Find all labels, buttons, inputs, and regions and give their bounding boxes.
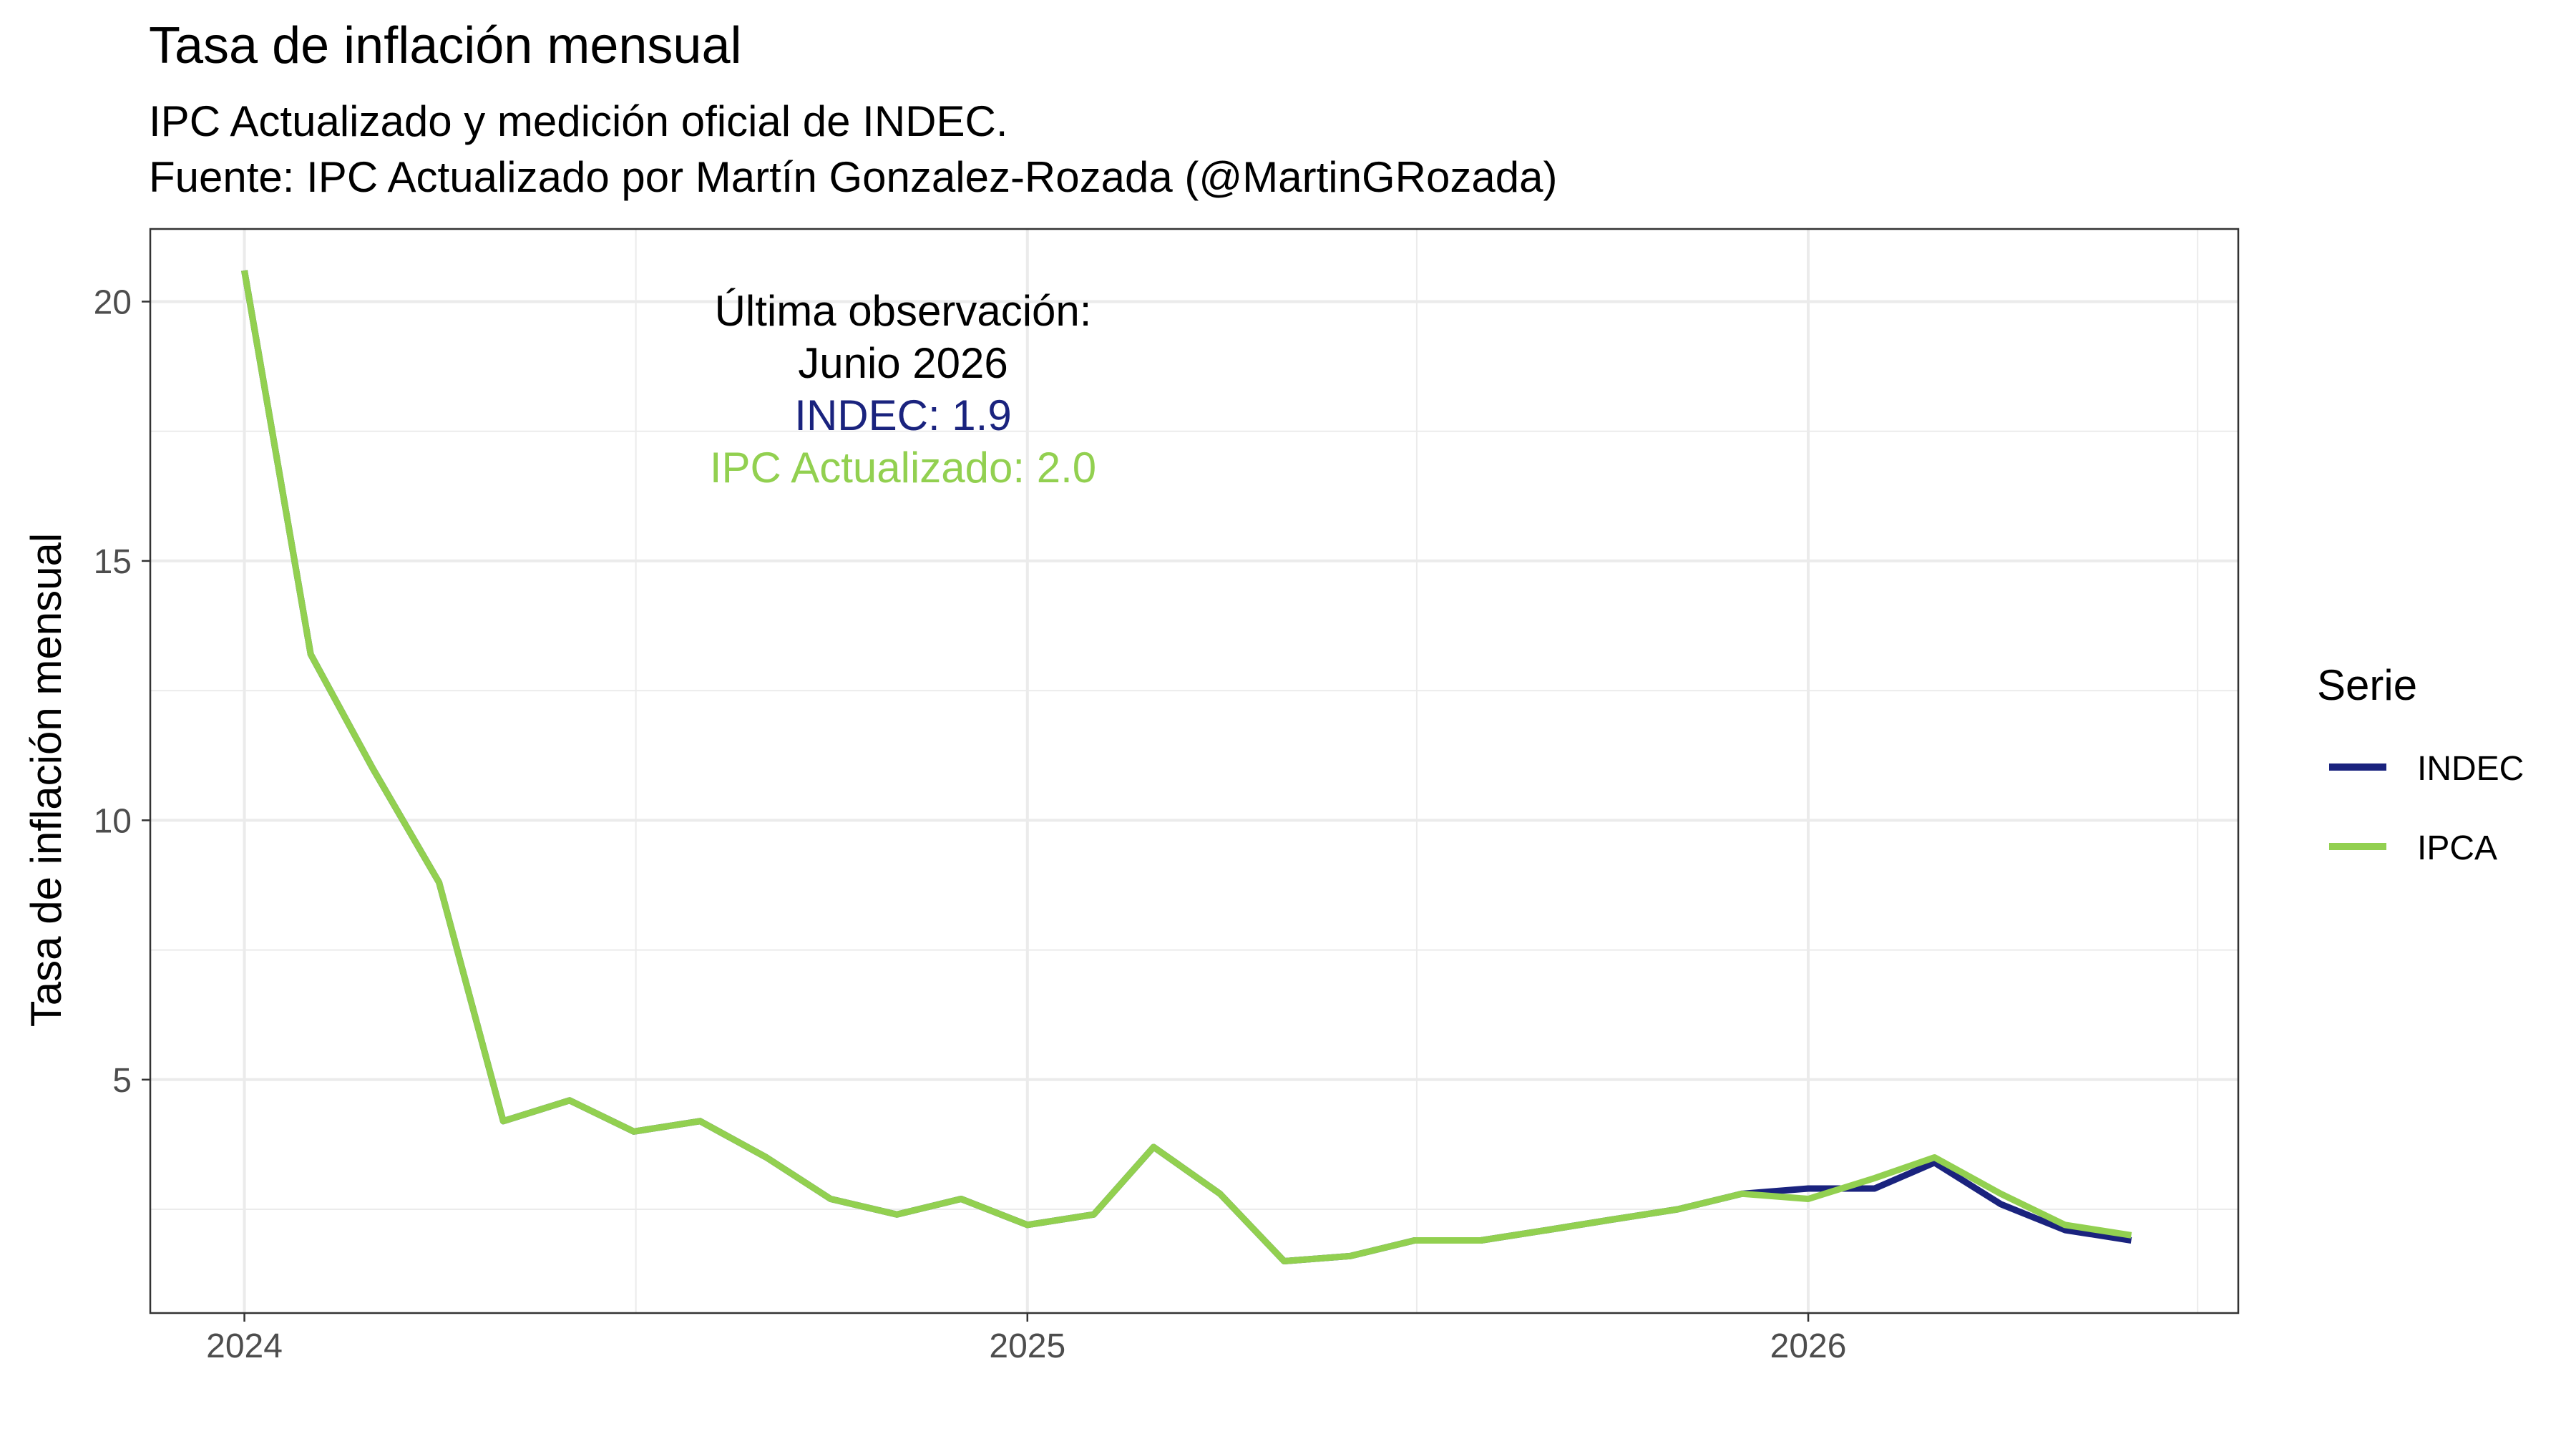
x-tick-label: 2024: [206, 1327, 283, 1365]
chart-subtitle-line-2: Fuente: IPC Actualizado por Martín Gonza…: [149, 153, 1557, 201]
panel-border: [149, 228, 2240, 1314]
x-tick-label: 2025: [989, 1327, 1065, 1365]
series-layer: [241, 270, 2132, 1264]
chart-title: Tasa de inflación mensual: [149, 17, 742, 74]
axis-ticks: 5 10 15 20 2024 2025 2026: [94, 283, 1847, 1365]
plot-panel: [150, 229, 2238, 1313]
y-tick-label: 15: [94, 543, 132, 581]
legend: Serie INDEC IPCA: [2317, 661, 2524, 867]
last-observation-annotation: Última observación: Junio 2026 INDEC: 1.…: [710, 287, 1096, 492]
y-axis-label: Tasa de inflación mensual: [22, 533, 70, 1027]
annotation-line-indec: INDEC: 1.9: [794, 391, 1011, 439]
legend-title: Serie: [2317, 661, 2417, 709]
y-tick-label: 10: [94, 802, 132, 840]
chart-subtitle-line-1: IPC Actualizado y medición oficial de IN…: [149, 97, 1008, 145]
y-tick-label: 5: [112, 1062, 132, 1100]
annotation-line-1: Última observación:: [715, 287, 1092, 335]
annotation-line-2: Junio 2026: [798, 339, 1008, 387]
panel-background: [150, 229, 2238, 1313]
annotation-line-ipca: IPC Actualizado: 2.0: [710, 444, 1096, 492]
legend-label-ipca: IPCA: [2417, 829, 2497, 867]
series-line-ipca: [241, 270, 2132, 1264]
y-tick-label: 20: [94, 283, 132, 321]
legend-label-indec: INDEC: [2417, 750, 2524, 788]
x-tick-label: 2026: [1770, 1327, 1847, 1365]
